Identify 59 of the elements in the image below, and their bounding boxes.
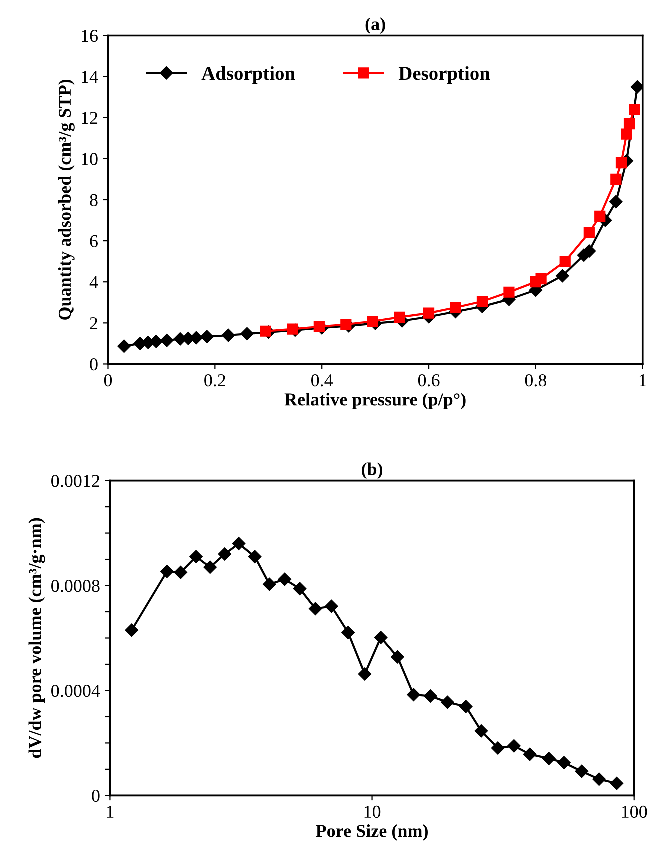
point — [594, 210, 606, 222]
point — [150, 335, 163, 348]
y-tick-label: 8 — [90, 194, 98, 206]
y-tick-label: 0 — [92, 790, 100, 802]
x-tick-label: 0.2 — [204, 374, 226, 387]
point — [160, 334, 174, 348]
point — [629, 104, 640, 116]
point — [222, 328, 236, 342]
y-tick-label: 0.0008 — [52, 580, 100, 592]
point — [582, 244, 596, 258]
y-axis-title: dV/dw pore volume (cm³/g·nm) — [28, 518, 46, 758]
y-tick-label: 10 — [82, 153, 98, 166]
point — [340, 319, 352, 330]
point — [621, 128, 632, 140]
x-axis-title: Pore Size (nm) — [316, 824, 428, 841]
point — [610, 195, 623, 209]
x-tick-label: 1 — [640, 374, 646, 386]
point — [476, 296, 488, 308]
y-tick-label: 6 — [90, 235, 98, 248]
point — [616, 157, 628, 169]
point — [610, 174, 622, 186]
x-axis-title: Relative pressure (p/p°) — [284, 393, 466, 410]
chart-title: (a) — [366, 18, 386, 34]
legend-label: Desorption — [398, 66, 490, 84]
y-tick-label: 14 — [82, 71, 98, 84]
x-tick-label: 0 — [104, 374, 112, 387]
point — [584, 227, 595, 238]
point — [314, 321, 325, 332]
point — [624, 118, 636, 130]
point — [536, 273, 547, 285]
point — [423, 308, 435, 319]
point — [240, 327, 254, 341]
y-tick-label: 0.0004 — [52, 684, 100, 698]
point — [504, 286, 515, 298]
point — [260, 326, 272, 337]
y-tick-label: 4 — [90, 276, 98, 288]
x-tick-label: 0.8 — [525, 374, 547, 387]
point — [367, 316, 378, 328]
point — [394, 312, 406, 323]
point — [630, 80, 643, 94]
point — [200, 330, 214, 344]
x-tick-label: 1 — [107, 806, 114, 818]
y-tick-label: 2 — [90, 317, 98, 330]
x-tick-label: 100 — [622, 806, 648, 818]
y-tick-label: 0.0012 — [52, 475, 100, 488]
chart-title: (b) — [362, 462, 383, 480]
point — [450, 302, 462, 314]
y-tick-label: 16 — [82, 30, 98, 42]
x-tick-label: 10 — [364, 806, 381, 818]
legend-label: Adsorption — [202, 66, 296, 84]
point — [118, 340, 131, 353]
x-tick-label: 0.6 — [418, 374, 440, 387]
x-tick-label: 0.4 — [312, 374, 334, 387]
point — [556, 269, 570, 283]
y-tick-label: 0 — [90, 358, 98, 371]
y-tick-label: 12 — [82, 112, 98, 124]
point — [287, 324, 298, 335]
point — [560, 256, 571, 268]
y-axis-title: Quantity adsorbed (cm³/g STP) — [58, 80, 75, 320]
